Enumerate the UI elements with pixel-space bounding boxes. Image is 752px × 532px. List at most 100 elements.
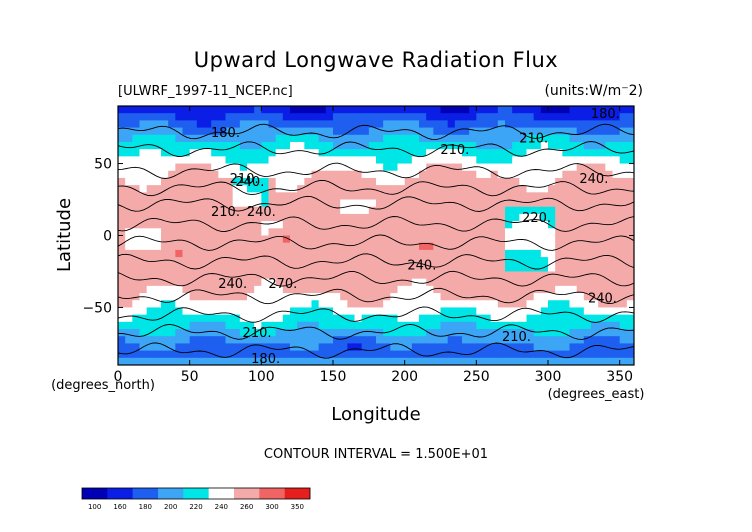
flux-cell [275, 314, 284, 323]
flux-cell [347, 235, 356, 244]
flux-cell [426, 141, 434, 150]
flux-cell [182, 199, 191, 208]
flux-cell [275, 199, 284, 208]
flux-cell [612, 278, 621, 287]
flux-cell [254, 307, 262, 316]
flux-cell [519, 134, 528, 143]
flux-cell [290, 199, 298, 208]
flux-cell [218, 149, 227, 157]
flux-cell [239, 235, 248, 244]
flux-cell [569, 213, 578, 222]
flux-cell [476, 350, 485, 359]
flux-cell [540, 242, 549, 251]
flux-cell [612, 134, 621, 143]
flux-cell [512, 228, 520, 237]
flux-cell [540, 185, 549, 193]
flux-cell [118, 285, 126, 294]
flux-cell [361, 242, 370, 251]
flux-cell [562, 141, 571, 150]
flux-cell [161, 149, 169, 157]
flux-cell [591, 156, 599, 165]
flux-cell [189, 113, 198, 121]
flux-cell [196, 134, 205, 143]
flux-cell [354, 221, 363, 229]
flux-cell [153, 235, 162, 244]
flux-cell [325, 192, 334, 201]
flux-cell [505, 278, 513, 287]
x-tick-label: 0 [114, 369, 123, 385]
flux-cell [325, 278, 334, 287]
flux-cell [247, 221, 255, 229]
flux-cell [254, 235, 262, 244]
flux-cell [426, 177, 434, 186]
flux-cell [168, 343, 176, 352]
flux-cell [318, 120, 327, 129]
flux-cell [189, 106, 198, 114]
flux-cell [390, 156, 399, 165]
flux-cell [397, 278, 406, 287]
flux-cell [225, 199, 234, 208]
flux-cell [419, 300, 427, 309]
flux-cell [490, 141, 499, 150]
flux-cell [462, 321, 470, 330]
flux-cell [261, 336, 270, 345]
flux-cell [548, 221, 556, 229]
flux-cell [354, 156, 363, 165]
flux-cell [282, 163, 291, 172]
flux-cell [261, 221, 270, 229]
contour-label: 180. [251, 352, 280, 367]
flux-cell [533, 350, 542, 359]
flux-cell [354, 120, 363, 129]
flux-cell [282, 271, 291, 280]
flux-cell [383, 336, 391, 345]
flux-cell [540, 106, 549, 114]
flux-cell [433, 163, 442, 172]
flux-cell [211, 192, 219, 201]
flux-cell [476, 357, 485, 365]
flux-cell [404, 192, 413, 201]
flux-cell [218, 206, 227, 215]
flux-cell [368, 127, 377, 136]
colorbar-swatch [234, 488, 260, 499]
flux-cell [404, 206, 413, 215]
flux-cell [168, 242, 176, 251]
flux-cell [340, 106, 348, 114]
flux-cell [476, 242, 485, 251]
flux-cell [161, 293, 169, 301]
flux-cell [390, 264, 399, 273]
flux-cell [483, 314, 492, 323]
flux-cell [118, 307, 126, 316]
flux-cell [483, 170, 492, 179]
flux-cell [368, 120, 377, 129]
flux-cell [196, 120, 205, 129]
flux-cell [555, 242, 563, 251]
flux-cell [505, 307, 513, 316]
flux-cell [483, 242, 492, 251]
flux-cell [469, 264, 477, 273]
flux-cell [261, 134, 270, 143]
flux-cell [254, 213, 262, 222]
flux-cell [218, 264, 227, 273]
flux-cell [519, 321, 528, 330]
flux-cell [168, 206, 176, 215]
flux-cell [361, 343, 370, 352]
flux-cell [290, 185, 298, 193]
flux-cell [576, 221, 585, 229]
flux-cell [548, 350, 556, 359]
flux-cell [490, 156, 499, 165]
flux-cell [555, 185, 563, 193]
flux-cell [411, 336, 420, 345]
flux-cell [519, 350, 528, 359]
flux-cell [347, 293, 356, 301]
flux-cell [598, 300, 606, 309]
flux-cell [354, 228, 363, 237]
flux-cell [512, 199, 520, 208]
flux-cell [340, 300, 348, 309]
flux-cell [548, 235, 556, 244]
flux-cell [368, 149, 377, 157]
flux-cell [354, 264, 363, 273]
flux-cell [189, 163, 198, 172]
flux-cell [476, 177, 485, 186]
flux-cell [153, 134, 162, 143]
flux-cell [118, 127, 126, 136]
